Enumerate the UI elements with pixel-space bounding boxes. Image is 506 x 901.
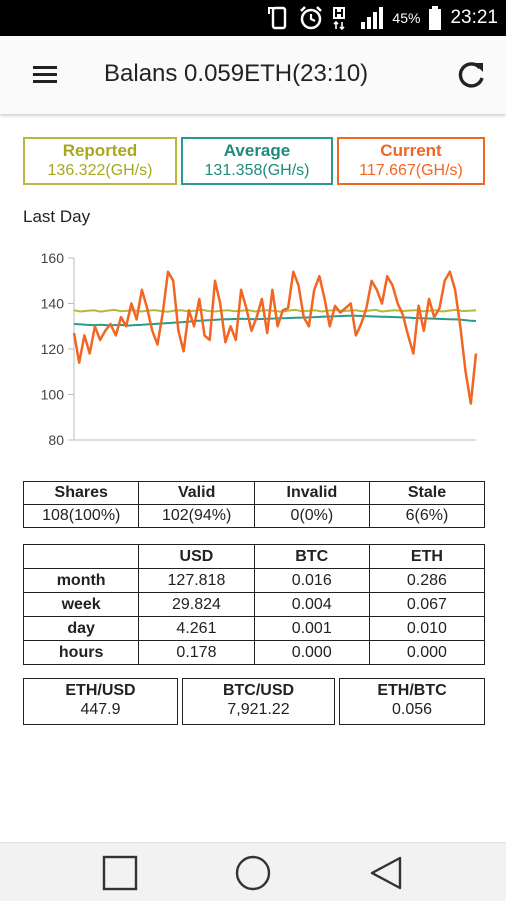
eth-cell: 0.010 <box>368 616 486 641</box>
status-icons: 45% 23:21 <box>268 0 498 36</box>
current-series-line <box>72 270 478 405</box>
y-tick-label: 160 <box>41 250 65 266</box>
eth-usd-rate-box: ETH/USD 447.9 <box>23 678 178 725</box>
invalid-value: 0(0%) <box>253 504 370 528</box>
row-label: week <box>22 592 140 617</box>
row-label: month <box>22 568 140 593</box>
average-hashrate-box: Average 131.358(GH/s) <box>181 137 333 185</box>
btc-usd-value: 7,921.22 <box>227 701 290 718</box>
current-value: 117.667(GH/s) <box>359 162 463 179</box>
current-label: Current <box>380 141 442 160</box>
battery-percent: 45% <box>392 10 421 26</box>
eth-btc-label: ETH/BTC <box>377 682 447 699</box>
average-value: 131.358(GH/s) <box>204 162 310 179</box>
status-time: 23:21 <box>450 7 498 28</box>
eth-cell: 0.067 <box>368 592 486 617</box>
btc-cell: 0.016 <box>253 568 370 593</box>
eth-usd-value: 447.9 <box>80 701 121 718</box>
stale-header: Stale <box>368 481 486 505</box>
recent-apps-square-icon[interactable] <box>102 855 138 891</box>
refresh-icon[interactable] <box>454 58 488 92</box>
average-series-line <box>73 314 477 327</box>
reported-hashrate-box: Reported 136.322(GH/s) <box>23 137 177 185</box>
shares-header-row: Shares Valid Invalid Stale <box>22 481 486 505</box>
average-label: Average <box>223 141 291 160</box>
y-tick-label: 120 <box>41 341 65 357</box>
back-triangle-icon[interactable] <box>368 855 404 891</box>
table-row: week 29.824 0.004 0.067 <box>22 592 486 617</box>
earnings-table: USD BTC ETH month 127.818 0.016 0.286 we… <box>22 544 486 665</box>
y-tick-label: 100 <box>41 387 65 403</box>
signal-strength-icon <box>361 7 384 29</box>
hashrate-chart: 80 100 120 140 160 <box>41 250 478 448</box>
empty-header <box>22 544 140 569</box>
y-tick-label: 140 <box>41 296 65 312</box>
eth-btc-value: 0.056 <box>391 701 433 718</box>
home-circle-icon[interactable] <box>235 855 271 891</box>
btc-cell: 0.001 <box>253 616 370 641</box>
valid-header: Valid <box>138 481 255 505</box>
row-label: day <box>22 616 140 641</box>
earnings-header-row: USD BTC ETH <box>22 544 486 569</box>
shares-value: 108(100%) <box>22 504 140 528</box>
reported-value: 136.322(GH/s) <box>47 162 153 179</box>
stale-value: 6(6%) <box>368 504 486 528</box>
page-title: Balans 0.059ETH(23:10) <box>104 60 369 87</box>
valid-value: 102(94%) <box>138 504 255 528</box>
table-row: month 127.818 0.016 0.286 <box>22 568 486 593</box>
btc-usd-label: BTC/USD <box>222 682 295 699</box>
invalid-header: Invalid <box>253 481 370 505</box>
btc-cell: 0.004 <box>253 592 370 617</box>
hamburger-menu-icon[interactable] <box>24 60 64 90</box>
table-row: day 4.261 0.001 0.010 <box>22 616 486 641</box>
usd-cell: 4.261 <box>138 616 255 641</box>
reported-label: Reported <box>62 141 138 160</box>
shares-header: Shares <box>22 481 140 505</box>
data-hspa-icon <box>333 7 346 31</box>
usd-cell: 0.178 <box>138 640 255 665</box>
shares-table: Shares Valid Invalid Stale 108(100%) 102… <box>22 481 486 528</box>
battery-icon <box>429 6 442 30</box>
chart-title: Last Day <box>23 207 91 226</box>
eth-cell: 0.000 <box>368 640 486 665</box>
row-label: hours <box>22 640 140 665</box>
table-row: hours 0.178 0.000 0.000 <box>22 640 486 665</box>
usd-cell: 127.818 <box>138 568 255 593</box>
screen-rotate-icon <box>268 6 287 30</box>
status-bar: 45% 23:21 <box>0 0 506 36</box>
eth-header: ETH <box>368 544 486 569</box>
btc-header: BTC <box>253 544 370 569</box>
app-bar: Balans 0.059ETH(23:10) <box>0 36 506 114</box>
system-nav-bar <box>0 842 506 901</box>
eth-usd-label: ETH/USD <box>65 682 136 699</box>
usd-cell: 29.824 <box>138 592 255 617</box>
eth-cell: 0.286 <box>368 568 486 593</box>
btc-cell: 0.000 <box>253 640 370 665</box>
y-tick-label: 80 <box>48 432 64 448</box>
current-hashrate-box: Current 117.667(GH/s) <box>337 137 485 185</box>
eth-btc-rate-box: ETH/BTC 0.056 <box>339 678 485 725</box>
alarm-clock-icon <box>300 6 323 30</box>
btc-usd-rate-box: BTC/USD 7,921.22 <box>182 678 335 725</box>
shares-value-row: 108(100%) 102(94%) 0(0%) 6(6%) <box>22 504 486 528</box>
usd-header: USD <box>138 544 255 569</box>
